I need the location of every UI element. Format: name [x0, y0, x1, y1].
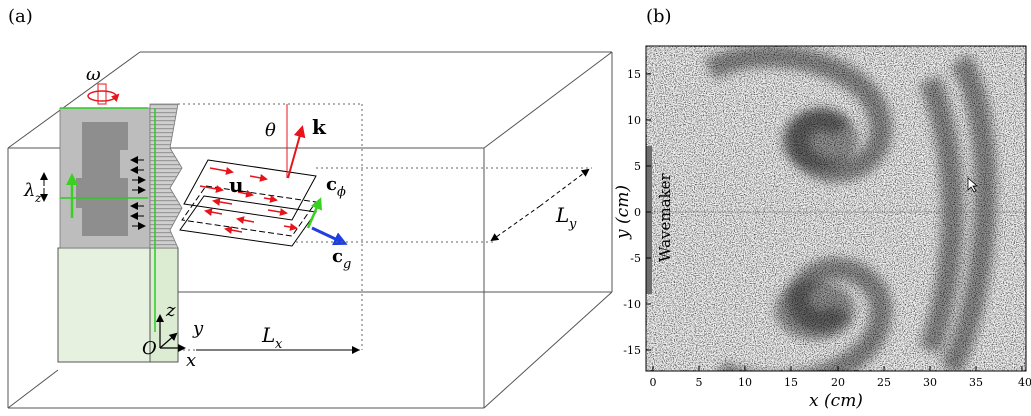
u-symbol: u [229, 173, 244, 197]
x-tick-label: 20 [831, 376, 845, 389]
axis-z-label: z [165, 300, 176, 321]
axis-x-label: x [186, 350, 196, 371]
x-tick-label: 5 [696, 376, 703, 389]
y-tick-label: -5 [630, 252, 641, 265]
Lx-sub: x [275, 337, 283, 352]
y-tick-label: -10 [623, 298, 641, 311]
column-dark-core [76, 122, 128, 236]
cursor-glyph [967, 177, 979, 193]
x-tick-label: 0 [650, 376, 657, 389]
Lx-base: L [261, 323, 275, 347]
y-tick-label: 15 [627, 68, 641, 81]
y-axis-label: y (cm) [613, 185, 633, 240]
x-tick-label: 30 [923, 376, 937, 389]
beam-sheet-mid [181, 185, 317, 237]
wave-beam [179, 104, 348, 247]
c-g-base: c [332, 246, 343, 267]
tank-box [7, 51, 613, 409]
Ly-base: L [555, 203, 569, 227]
Ly-arrow-b [490, 205, 541, 242]
column-striped-face [149, 103, 183, 249]
x-tick-label: 40 [1018, 376, 1031, 389]
k-symbol: k [312, 115, 327, 139]
y-tick-label: -15 [623, 344, 641, 357]
x-axis: 0 5 10 15 20 25 30 35 40 x (cm) [650, 366, 1031, 411]
panel-b-label: (b) [646, 6, 672, 27]
velocity-arrows [199, 166, 298, 235]
piv-image-frame [645, 45, 1027, 372]
piv-image [646, 46, 1026, 371]
rotation-indicator [87, 83, 120, 105]
projection-lines [178, 103, 592, 351]
x-tick-label: 25 [877, 376, 891, 389]
x-axis-label: x (cm) [809, 391, 863, 411]
lambda-sub: z [34, 191, 42, 205]
Ly-sub: y [568, 217, 577, 232]
wavemaker-label: Wavemaker [656, 172, 674, 262]
panel-a: (a) [7, 6, 613, 409]
x-tick-label: 15 [784, 376, 798, 389]
coordinate-axes [156, 314, 186, 352]
c-g-vector [311, 226, 348, 246]
panel-a-label: (a) [8, 6, 33, 27]
x-tick-label: 10 [738, 376, 752, 389]
y-tick-label: 10 [627, 114, 641, 127]
k-vector [287, 125, 306, 179]
wavemaker-column [40, 83, 183, 363]
column-bottom-block [57, 247, 151, 363]
c-phi-base: c [326, 174, 337, 195]
lambda-base: λ [23, 180, 35, 201]
theta-symbol: θ [265, 120, 276, 141]
column-rotation-arrows [130, 156, 146, 230]
omega-symbol: ω [86, 64, 101, 85]
y-axis: 15 10 5 0 -5 -10 -15 y (cm) [613, 68, 651, 357]
origin-label: O [142, 338, 157, 359]
wavemaker-strip [646, 146, 652, 294]
beam-sheet-bottom [179, 195, 317, 247]
c-phi-vector [306, 197, 322, 229]
y-tick-label: 0 [634, 206, 641, 219]
c-g-sub: g [343, 257, 351, 272]
c-phi-sub: ϕ [337, 185, 346, 200]
beam-sheet-top [183, 159, 317, 221]
Ly-arrow-a [539, 168, 590, 207]
y-tick-label: 5 [634, 160, 641, 173]
axis-y-label: y [192, 318, 204, 339]
x-tick-label: 35 [969, 376, 983, 389]
panel-b: (b) Wavemaker [613, 6, 1031, 411]
